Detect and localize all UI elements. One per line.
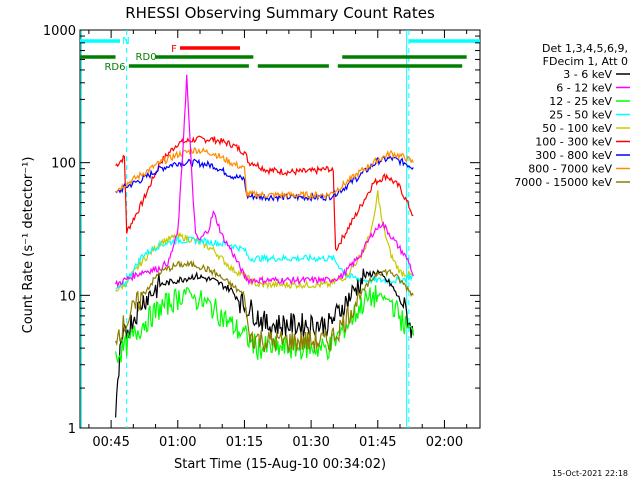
y-axis-label: Count Rate (s⁻¹ detector⁻¹) [21,157,36,334]
y-tick-label: 1000 [43,24,76,39]
bar-label-n: N [122,36,129,47]
legend-entry-label: 6 - 12 keV [556,82,612,95]
legend-entry-label: 7000 - 15000 keV [514,176,612,189]
legend-entry-label: 800 - 7000 keV [528,163,612,176]
series-line [115,135,414,252]
series-line [115,147,414,201]
bar-label-rd0: RD0 [136,52,157,63]
plot-frame [79,29,481,429]
y-tick-label: 100 [51,157,76,172]
bar-label-f: F [171,44,177,55]
legend-entry-label: 12 - 25 keV [549,95,612,108]
x-tick-label: 01:00 [159,435,196,450]
legend-entry-label: 100 - 300 keV [535,136,612,149]
y-tick-label: 1 [68,422,76,437]
legend: Det 1,3,4,5,6,9, FDecim 1, Att 0 3 - 6 k… [514,42,630,189]
y-tick-label: 10 [59,289,76,304]
y-axis: 1 10 100 1000 [43,24,480,437]
legend-entry-label: 300 - 800 keV [535,149,612,162]
series-line [115,259,414,353]
x-tick-label: 01:45 [359,435,396,450]
legend-header-line-1: Det 1,3,4,5,6,9, [542,42,628,55]
series-line [115,236,414,290]
x-tick-label: 00:45 [92,435,129,450]
chart-title: RHESSI Observing Summary Count Rates [125,4,435,22]
series-line [115,268,414,418]
x-tick-label: 01:15 [226,435,263,450]
legend-entry-label: 25 - 50 keV [549,109,612,122]
x-tick-label: 01:30 [292,435,329,450]
series-group [115,74,414,418]
x-axis: 00:45 01:00 01:15 01:30 01:45 02:00 [88,30,468,450]
legend-header-line-2: FDecim 1, Att 0 [543,55,628,68]
footer-timestamp: 15-Oct-2021 22:18 [552,469,628,478]
state-bars: N F RD0 RD6 [80,36,480,73]
legend-entry-label: 3 - 6 keV [563,68,612,81]
series-line [115,74,414,288]
x-tick-label: 02:00 [426,435,463,450]
x-axis-label: Start Time (15-Aug-10 00:34:02) [174,457,386,472]
plot-area [79,29,481,429]
bar-label-rd6: RD6 [104,62,125,73]
legend-entry-label: 50 - 100 keV [542,122,612,135]
